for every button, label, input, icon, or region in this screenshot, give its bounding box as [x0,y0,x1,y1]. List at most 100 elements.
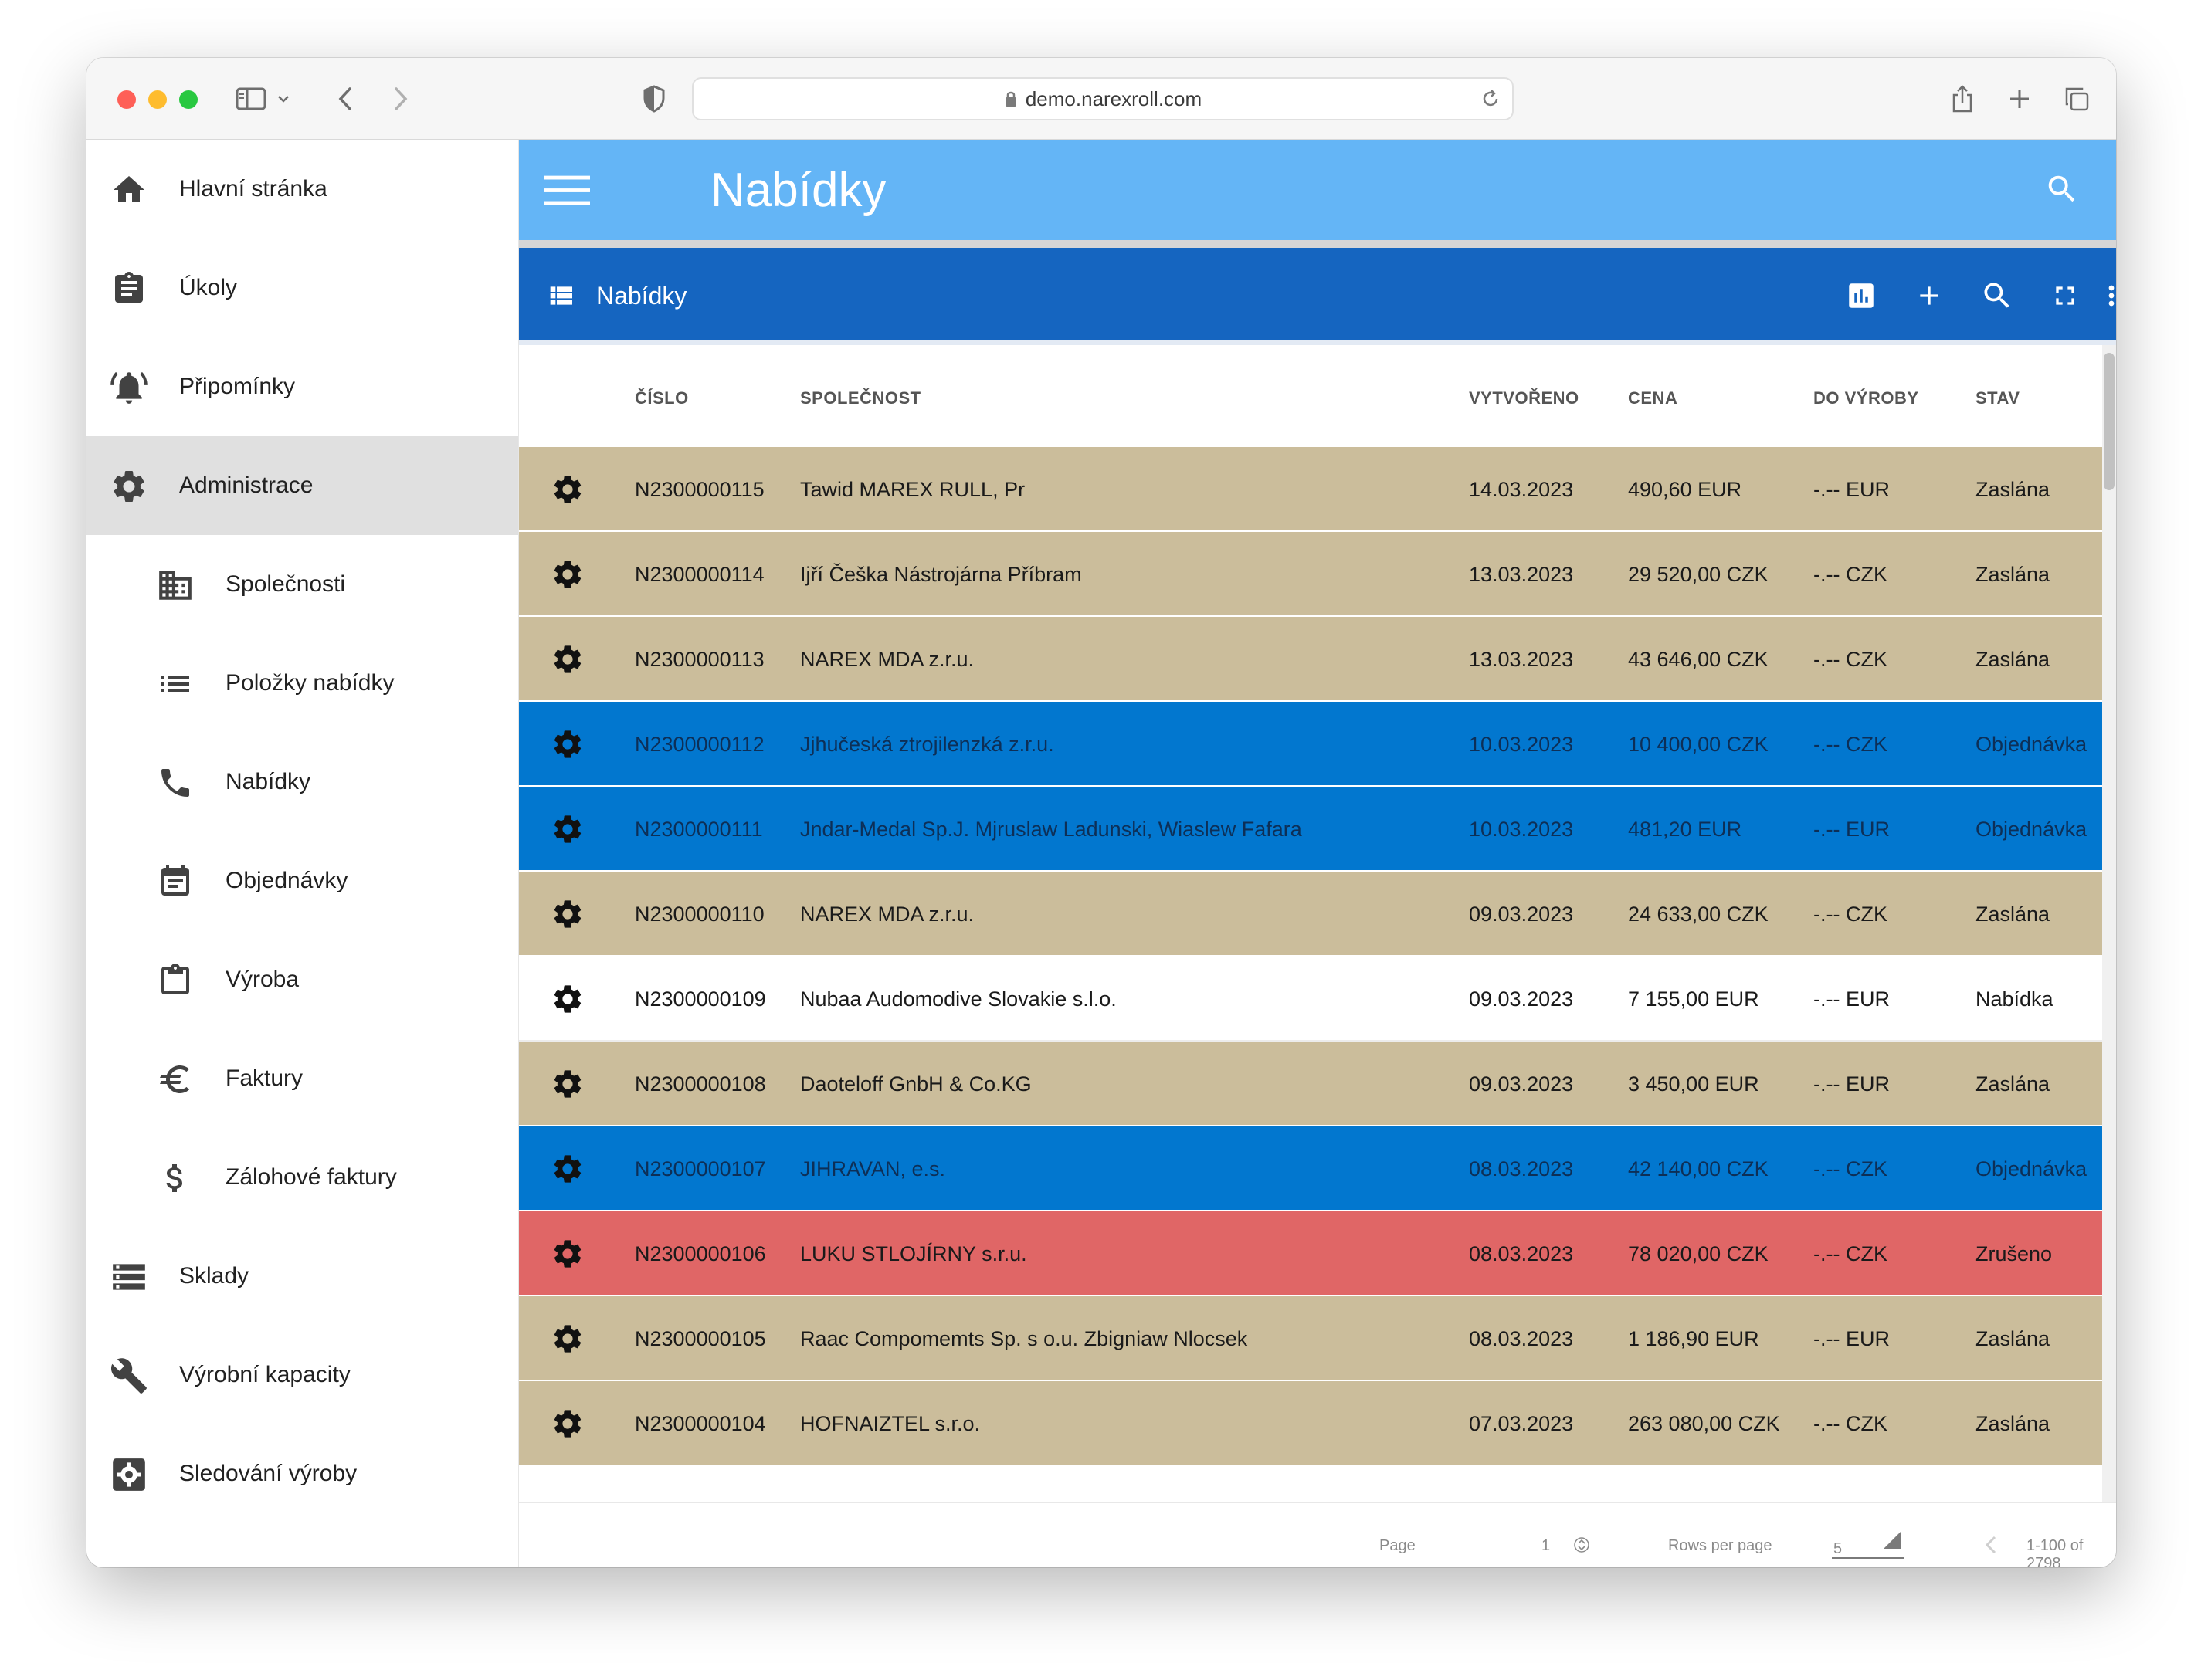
scrollbar-thumb[interactable] [2104,353,2115,490]
page-stepper-icon[interactable] [1568,1531,1596,1559]
gear-icon[interactable] [550,472,585,507]
sidebar-toggle-icon[interactable] [233,81,269,117]
table-row[interactable]: N2300000107 JIHRAVAN, e.s. 08.03.2023 42… [519,1126,2102,1211]
gear-icon[interactable] [550,1066,585,1102]
new-tab-plus-icon[interactable] [2002,81,2037,117]
sidebar-item-vyrobni-kapacity[interactable]: Výrobní kapacity [86,1326,518,1424]
sidebar-nav: Hlavní stránka Úkoly Připomínky Administ… [86,140,519,1567]
cell-spolecnost: HOFNAIZTEL s.r.o. [800,1412,981,1435]
sidebar-item-tasks[interactable]: Úkoly [86,239,518,337]
cell-spolecnost: Jndar-Medal Sp.J. Mjruslaw Ladunski, Wia… [800,818,1302,841]
gear-icon[interactable] [550,727,585,762]
gear-icon[interactable] [550,1151,585,1187]
table-row[interactable]: N2300000106 LUKU STLOJÍRNY s.r.u. 08.03.… [519,1211,2102,1296]
back-arrow-icon[interactable] [327,81,363,117]
fullscreen-icon[interactable] [2047,277,2084,314]
sidebar-item-sklady[interactable]: Sklady [86,1227,518,1326]
url-text: demo.narexroll.com [1025,86,1202,110]
page-label: Page [1379,1537,1416,1554]
sidebar-item-nabidky[interactable]: Nabídky [86,733,518,832]
reload-icon[interactable] [1480,88,1501,110]
cell-cislo: N2300000109 [635,987,766,1011]
sidebar-item-vyroba[interactable]: Výroba [86,930,518,1029]
close-window-button[interactable] [117,90,136,109]
tab-overview-icon[interactable] [2059,81,2094,117]
more-vert-icon[interactable] [2096,277,2116,314]
page-title: Nabídky [710,164,887,217]
list-view-icon [545,280,576,311]
table-title: Nabídky [596,282,687,310]
sidebar-item-zalohove-faktury[interactable]: Zálohové faktury [86,1128,518,1227]
dropdown-triangle-icon[interactable] [1878,1526,1906,1554]
gear-icon[interactable] [550,896,585,932]
sidebar-item-faktury[interactable]: Faktury [86,1029,518,1128]
column-header-vytvoreno[interactable]: VYTVOŘENO [1469,388,1579,408]
gear-icon[interactable] [550,557,585,592]
gear-icon[interactable] [550,642,585,677]
cell-stav: Zaslána [1975,1412,2050,1435]
gear-icon[interactable] [550,981,585,1017]
cell-stav: Zaslána [1975,903,2050,926]
search-icon[interactable] [2039,166,2085,212]
gear-icon[interactable] [550,1321,585,1357]
sidebar-item-sledovani-vyroby[interactable]: Sledování výroby [86,1424,518,1523]
range-text: 1-100 of 2798 [2026,1537,2084,1567]
chevron-left-icon[interactable] [1977,1531,2005,1559]
sidebar-item-home[interactable]: Hlavní stránka [86,140,518,239]
cell-vytvoreno: 08.03.2023 [1469,1157,1574,1180]
sidebar-item-spolecnosti[interactable]: Společnosti [86,535,518,634]
table-toolbar: Nabídky [519,248,2116,340]
table-row[interactable]: N2300000110 NAREX MDA z.r.u. 09.03.2023 … [519,872,2102,957]
table-row[interactable]: N2300000105 Raac Compomemts Sp. s o.u. Z… [519,1296,2102,1381]
cell-cislo: N2300000106 [635,1242,766,1265]
plus-icon[interactable] [1911,277,1948,314]
rows-per-page-select[interactable]: 5 [1833,1540,1843,1557]
column-header-cena[interactable]: CENA [1628,388,1678,408]
table-row[interactable]: N2300000114 Ijří Češka Nástrojárna Příbr… [519,532,2102,617]
gear-icon[interactable] [550,1236,585,1272]
divider [519,340,2116,345]
sidebar-item-objednavky[interactable]: Objednávky [86,832,518,930]
hamburger-menu-icon[interactable] [544,168,590,214]
home-icon [110,171,148,209]
address-bar[interactable]: demo.narexroll.com [692,77,1514,120]
table-row[interactable]: N2300000104 HOFNAIZTEL s.r.o. 07.03.2023… [519,1381,2102,1466]
chevron-down-icon[interactable] [272,81,295,117]
table-row[interactable]: N2300000108 Daoteloff GnbH & Co.KG 09.03… [519,1042,2102,1126]
cell-cena: 43 646,00 CZK [1628,648,1769,671]
gear-icon[interactable] [550,1406,585,1441]
minimize-window-button[interactable] [148,90,167,109]
cell-vytvoreno: 14.03.2023 [1469,478,1574,501]
sidebar-item-administrace[interactable]: Administrace [86,436,518,535]
cell-do-vyroby: -.-- CZK [1813,903,1887,926]
column-header-stav[interactable]: STAV [1975,388,2020,408]
cell-cena: 29 520,00 CZK [1628,563,1769,586]
cell-spolecnost: NAREX MDA z.r.u. [800,648,975,671]
table-row[interactable]: N2300000115 Tawid MAREX RULL, Pr 14.03.2… [519,447,2102,532]
sidebar-item-label: Úkoly [179,275,238,300]
table-row[interactable]: N2300000109 Nubaa Audomodive Slovakie s.… [519,957,2102,1042]
cell-vytvoreno: 09.03.2023 [1469,1072,1574,1096]
cell-spolecnost: Raac Compomemts Sp. s o.u. Zbigniaw Nloc… [800,1327,1248,1350]
table-scrollbar[interactable] [2102,345,2116,1502]
pagination-bar: Page 1 Rows per page 5 1-100 of 2798 [519,1502,2116,1567]
share-icon[interactable] [1945,81,1980,117]
table-row[interactable]: N2300000111 Jndar-Medal Sp.J. Mjruslaw L… [519,787,2102,872]
table-row[interactable]: N2300000113 NAREX MDA z.r.u. 13.03.2023 … [519,617,2102,702]
cell-cislo: N2300000104 [635,1412,766,1435]
table-row[interactable]: N2300000112 Jjhučeská ztrojilenzká z.r.u… [519,702,2102,787]
chart-icon[interactable] [1843,277,1880,314]
column-header-spolecnost[interactable]: SPOLEČNOST [800,388,921,408]
gear-icon[interactable] [550,811,585,847]
cell-do-vyroby: -.-- CZK [1813,1157,1887,1180]
zoom-window-button[interactable] [179,90,198,109]
column-header-cislo[interactable]: ČÍSLO [635,388,689,408]
search-icon[interactable] [1979,277,2016,314]
page-number-input[interactable]: 1 [1541,1537,1551,1554]
sidebar-item-reminders[interactable]: Připomínky [86,337,518,436]
column-header-do-vyroby[interactable]: DO VÝROBY [1813,388,1919,408]
cell-cislo: N2300000113 [635,648,765,671]
forward-arrow-icon[interactable] [383,81,419,117]
sidebar-item-polozky-nabidky[interactable]: Položky nabídky [86,634,518,733]
shield-icon[interactable] [636,81,672,117]
